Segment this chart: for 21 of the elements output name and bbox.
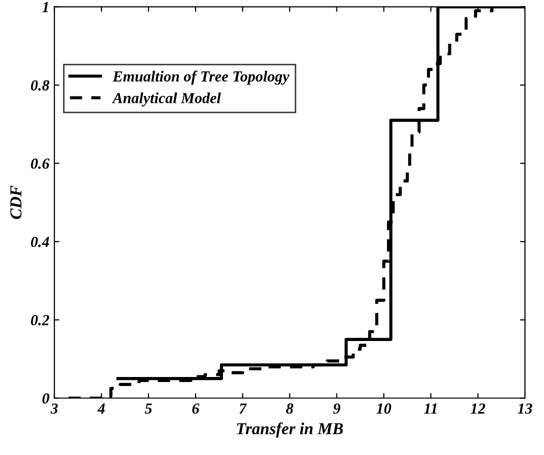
x-tick-label: 9 <box>333 403 340 414</box>
y-tick-label: 0.4 <box>30 236 50 248</box>
x-tick-label: 3 <box>50 403 58 414</box>
y-tick-label: 0.2 <box>30 315 50 326</box>
legend-label: Analytical Model <box>112 92 221 106</box>
x-tick-label: 7 <box>239 404 247 414</box>
x-axis-title: Transfer in MB <box>237 422 343 438</box>
y-tick-label: 0.6 <box>30 158 50 169</box>
x-tick-label: 12 <box>470 403 486 414</box>
x-tick-label: 11 <box>424 404 437 414</box>
y-tick-label: 0.8 <box>30 80 50 91</box>
x-tick-label: 10 <box>376 403 392 414</box>
x-tick-label: 5 <box>144 404 152 414</box>
y-tick-label: 1 <box>42 2 48 12</box>
x-tick-label: 4 <box>97 404 105 414</box>
y-axis-title: CDF <box>10 186 22 220</box>
x-tick-label: 8 <box>286 403 294 414</box>
legend-label: Emualtion of Tree Topology <box>112 70 290 85</box>
x-tick-label: 6 <box>192 403 200 414</box>
y-tick-label: 0 <box>42 393 50 404</box>
x-tick-label: 13 <box>518 403 532 414</box>
